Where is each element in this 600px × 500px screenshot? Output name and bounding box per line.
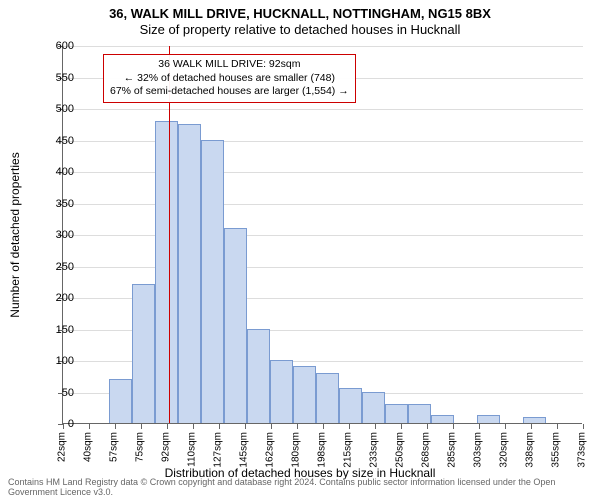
histogram-bar (408, 404, 431, 423)
infobox-line: 67% of semi-detached houses are larger (… (110, 85, 349, 99)
xtick-label: 110sqm (187, 432, 198, 467)
xtick-mark (323, 424, 324, 429)
ytick-label: 100 (44, 355, 74, 367)
xtick-label: 198sqm (317, 432, 328, 468)
infobox-line: 36 WALK MILL DRIVE: 92sqm (110, 58, 349, 72)
ytick-label: 50 (44, 387, 74, 399)
ytick-label: 350 (44, 198, 74, 210)
chart-area: 36 WALK MILL DRIVE: 92sqm← 32% of detach… (62, 46, 582, 424)
xtick-label: 355sqm (551, 432, 562, 468)
histogram-bar (155, 121, 178, 423)
histogram-bar (385, 404, 408, 423)
ytick-label: 550 (44, 72, 74, 84)
xtick-label: 162sqm (265, 432, 276, 468)
gridline (63, 235, 583, 236)
ytick-label: 600 (44, 40, 74, 52)
histogram-bar (523, 417, 546, 423)
histogram-bar (431, 415, 454, 423)
xtick-label: 285sqm (447, 432, 458, 468)
xtick-mark (349, 424, 350, 429)
xtick-mark (583, 424, 584, 429)
xtick-label: 145sqm (239, 432, 250, 468)
xtick-mark (505, 424, 506, 429)
histogram-bar (293, 366, 316, 423)
histogram-bar (224, 228, 247, 423)
histogram-bar (201, 140, 224, 424)
xtick-mark (453, 424, 454, 429)
xtick-mark (271, 424, 272, 429)
gridline (63, 267, 583, 268)
histogram-bar (132, 284, 155, 423)
infobox-line: ← 32% of detached houses are smaller (74… (110, 72, 349, 86)
gridline (63, 172, 583, 173)
xtick-label: 320sqm (499, 432, 510, 468)
ytick-label: 0 (44, 418, 74, 430)
xtick-mark (401, 424, 402, 429)
xtick-mark (375, 424, 376, 429)
ytick-label: 150 (44, 324, 74, 336)
plot-region: 36 WALK MILL DRIVE: 92sqm← 32% of detach… (62, 46, 582, 424)
xtick-label: 250sqm (395, 432, 406, 468)
histogram-bar (247, 329, 270, 424)
xtick-mark (219, 424, 220, 429)
footer-attribution: Contains HM Land Registry data © Crown c… (8, 478, 600, 498)
xtick-mark (557, 424, 558, 429)
histogram-bar (362, 392, 385, 424)
gridline (63, 46, 583, 47)
ytick-label: 500 (44, 103, 74, 115)
xtick-mark (89, 424, 90, 429)
gridline (63, 204, 583, 205)
xtick-label: 57sqm (109, 432, 120, 462)
histogram-bar (316, 373, 339, 423)
xtick-label: 303sqm (473, 432, 484, 468)
xtick-mark (141, 424, 142, 429)
ytick-label: 450 (44, 135, 74, 147)
xtick-mark (427, 424, 428, 429)
xtick-label: 233sqm (369, 432, 380, 468)
histogram-bar (477, 415, 500, 423)
xtick-label: 92sqm (161, 432, 172, 462)
title-address: 36, WALK MILL DRIVE, HUCKNALL, NOTTINGHA… (0, 0, 600, 21)
xtick-label: 215sqm (343, 432, 354, 468)
chart-container: 36, WALK MILL DRIVE, HUCKNALL, NOTTINGHA… (0, 0, 600, 500)
xtick-label: 22sqm (57, 432, 68, 462)
ytick-label: 400 (44, 166, 74, 178)
xtick-label: 75sqm (135, 432, 146, 462)
xtick-mark (531, 424, 532, 429)
xtick-mark (167, 424, 168, 429)
title-subtitle: Size of property relative to detached ho… (0, 21, 600, 37)
ytick-label: 200 (44, 292, 74, 304)
ytick-label: 300 (44, 229, 74, 241)
ytick-label: 250 (44, 261, 74, 273)
xtick-label: 127sqm (213, 432, 224, 468)
xtick-label: 373sqm (577, 432, 588, 468)
y-axis-label: Number of detached properties (8, 152, 22, 317)
xtick-label: 338sqm (525, 432, 536, 468)
gridline (63, 141, 583, 142)
gridline (63, 109, 583, 110)
xtick-mark (297, 424, 298, 429)
histogram-bar (270, 360, 293, 423)
histogram-bar (109, 379, 132, 423)
xtick-label: 180sqm (291, 432, 302, 468)
histogram-bar (339, 388, 362, 423)
property-infobox: 36 WALK MILL DRIVE: 92sqm← 32% of detach… (103, 54, 356, 103)
xtick-mark (193, 424, 194, 429)
xtick-mark (245, 424, 246, 429)
xtick-label: 40sqm (83, 432, 94, 462)
histogram-bar (178, 124, 201, 423)
xtick-mark (115, 424, 116, 429)
xtick-mark (479, 424, 480, 429)
xtick-label: 268sqm (421, 432, 432, 468)
